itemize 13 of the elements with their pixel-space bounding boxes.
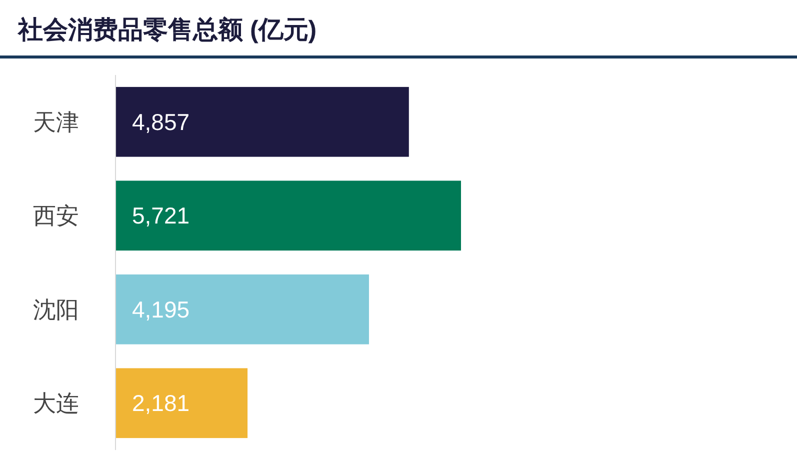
data-label: 4,195	[132, 296, 190, 322]
bar	[116, 368, 248, 438]
data-label: 5,721	[132, 202, 190, 229]
bar	[116, 274, 369, 344]
y-tick-label: 天津	[33, 110, 79, 136]
bar	[116, 180, 461, 251]
y-tick-label: 西安	[33, 204, 79, 230]
y-tick-label: 大连	[33, 391, 79, 418]
data-label: 4,857	[132, 108, 190, 135]
y-tick-label: 沈阳	[33, 297, 79, 324]
bar	[116, 86, 409, 157]
chart-title: 社会消费品零售总额 (亿元)	[17, 16, 317, 44]
data-label: 2,181	[132, 390, 190, 416]
